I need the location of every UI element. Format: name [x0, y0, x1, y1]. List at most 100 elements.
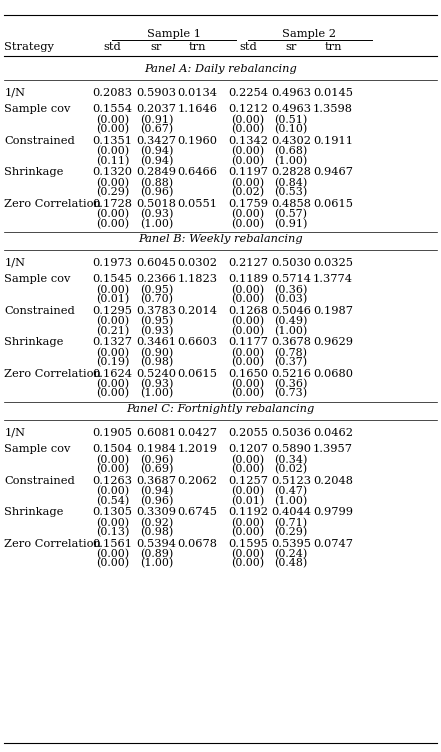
Text: (0.54): (0.54)	[96, 496, 129, 506]
Text: 1.3774: 1.3774	[313, 274, 353, 284]
Text: (0.00): (0.00)	[96, 316, 129, 326]
Text: Zero Correlation: Zero Correlation	[4, 368, 101, 378]
Text: (0.67): (0.67)	[140, 124, 173, 135]
Text: 1.2019: 1.2019	[178, 444, 217, 454]
Text: (0.47): (0.47)	[274, 486, 308, 496]
Text: (0.00): (0.00)	[231, 357, 265, 367]
Text: (0.92): (0.92)	[140, 517, 173, 528]
Text: 0.3461: 0.3461	[137, 337, 176, 347]
Text: std: std	[239, 42, 257, 52]
Text: 0.0615: 0.0615	[178, 368, 217, 378]
Text: 0.6745: 0.6745	[178, 507, 217, 517]
Text: (0.37): (0.37)	[274, 357, 308, 367]
Text: (1.00): (1.00)	[274, 156, 308, 166]
Text: Constrained: Constrained	[4, 136, 75, 146]
Text: (0.00): (0.00)	[231, 388, 265, 399]
Text: Sample 1: Sample 1	[147, 29, 201, 38]
Text: 0.0325: 0.0325	[313, 258, 353, 268]
Text: 0.2083: 0.2083	[93, 88, 132, 98]
Text: Shrinkage: Shrinkage	[4, 337, 64, 347]
Text: 1/N: 1/N	[4, 428, 26, 438]
Text: 0.0462: 0.0462	[313, 428, 353, 438]
Text: 0.5216: 0.5216	[271, 368, 311, 378]
Text: 0.0302: 0.0302	[178, 258, 217, 268]
Text: (0.00): (0.00)	[231, 527, 265, 537]
Text: (0.95): (0.95)	[140, 316, 173, 326]
Text: (0.00): (0.00)	[231, 347, 265, 358]
Text: Panel A: Daily rebalancing: Panel A: Daily rebalancing	[144, 64, 297, 74]
Text: Sample 2: Sample 2	[282, 29, 336, 38]
Text: Panel B: Weekly rebalancing: Panel B: Weekly rebalancing	[138, 234, 303, 244]
Text: (0.00): (0.00)	[231, 455, 265, 465]
Text: (0.94): (0.94)	[140, 156, 173, 166]
Text: (0.02): (0.02)	[231, 187, 265, 197]
Text: (0.34): (0.34)	[274, 455, 308, 465]
Text: Sample cov: Sample cov	[4, 105, 71, 114]
Text: (0.29): (0.29)	[96, 187, 129, 197]
Text: (0.84): (0.84)	[274, 177, 308, 188]
Text: 0.5036: 0.5036	[271, 428, 311, 438]
Text: (0.00): (0.00)	[231, 115, 265, 125]
Text: 0.1327: 0.1327	[93, 337, 132, 347]
Text: 0.2048: 0.2048	[313, 476, 353, 486]
Text: Sample cov: Sample cov	[4, 274, 71, 284]
Text: 0.5240: 0.5240	[137, 368, 176, 378]
Text: 0.9629: 0.9629	[313, 337, 353, 347]
Text: 0.0551: 0.0551	[178, 199, 217, 208]
Text: std: std	[104, 42, 121, 52]
Text: (0.00): (0.00)	[231, 177, 265, 188]
Text: (0.89): (0.89)	[140, 549, 173, 559]
Text: 0.5030: 0.5030	[271, 258, 311, 268]
Text: 0.5903: 0.5903	[137, 88, 176, 98]
Text: 0.1595: 0.1595	[228, 538, 268, 548]
Text: (0.73): (0.73)	[274, 388, 308, 399]
Text: (0.49): (0.49)	[274, 316, 308, 326]
Text: (0.57): (0.57)	[275, 209, 307, 220]
Text: (0.00): (0.00)	[96, 177, 129, 188]
Text: (0.13): (0.13)	[96, 527, 129, 537]
Text: (0.00): (0.00)	[231, 294, 265, 305]
Text: (0.02): (0.02)	[274, 464, 308, 475]
Text: 0.1650: 0.1650	[228, 368, 268, 378]
Text: 0.1545: 0.1545	[93, 274, 132, 284]
Text: 0.1268: 0.1268	[228, 306, 268, 316]
Text: 0.0427: 0.0427	[178, 428, 217, 438]
Text: 0.1960: 0.1960	[178, 136, 217, 146]
Text: 0.6466: 0.6466	[178, 167, 217, 177]
Text: Panel C: Fortnightly rebalancing: Panel C: Fortnightly rebalancing	[127, 404, 314, 414]
Text: 0.2014: 0.2014	[178, 306, 217, 316]
Text: 0.0678: 0.0678	[178, 538, 217, 548]
Text: (0.00): (0.00)	[231, 558, 265, 569]
Text: (0.00): (0.00)	[231, 146, 265, 156]
Text: 0.3687: 0.3687	[137, 476, 176, 486]
Text: 0.1212: 0.1212	[228, 105, 268, 114]
Text: (0.00): (0.00)	[231, 379, 265, 390]
Text: (0.00): (0.00)	[231, 156, 265, 166]
Text: (0.71): (0.71)	[274, 517, 308, 528]
Text: 0.2062: 0.2062	[178, 476, 217, 486]
Text: 0.6603: 0.6603	[178, 337, 217, 347]
Text: Strategy: Strategy	[4, 42, 54, 52]
Text: 0.2127: 0.2127	[228, 258, 268, 268]
Text: 0.4044: 0.4044	[271, 507, 311, 517]
Text: 0.4963: 0.4963	[271, 88, 311, 98]
Text: (0.94): (0.94)	[140, 146, 173, 156]
Text: (0.68): (0.68)	[274, 146, 308, 156]
Text: (0.00): (0.00)	[231, 285, 265, 295]
Text: (0.03): (0.03)	[274, 294, 308, 305]
Text: (0.21): (0.21)	[96, 326, 129, 336]
Text: 0.1197: 0.1197	[228, 167, 268, 177]
Text: 0.1984: 0.1984	[137, 444, 176, 454]
Text: 1/N: 1/N	[4, 258, 26, 268]
Text: 0.2037: 0.2037	[137, 105, 176, 114]
Text: (0.00): (0.00)	[96, 115, 129, 125]
Text: (0.00): (0.00)	[231, 464, 265, 475]
Text: (0.11): (0.11)	[96, 156, 129, 166]
Text: 1.1646: 1.1646	[178, 105, 217, 114]
Text: (0.00): (0.00)	[96, 219, 129, 229]
Text: 0.5123: 0.5123	[271, 476, 311, 486]
Text: 0.3309: 0.3309	[137, 507, 176, 517]
Text: 0.3427: 0.3427	[137, 136, 176, 146]
Text: 0.1905: 0.1905	[93, 428, 132, 438]
Text: (1.00): (1.00)	[274, 326, 308, 336]
